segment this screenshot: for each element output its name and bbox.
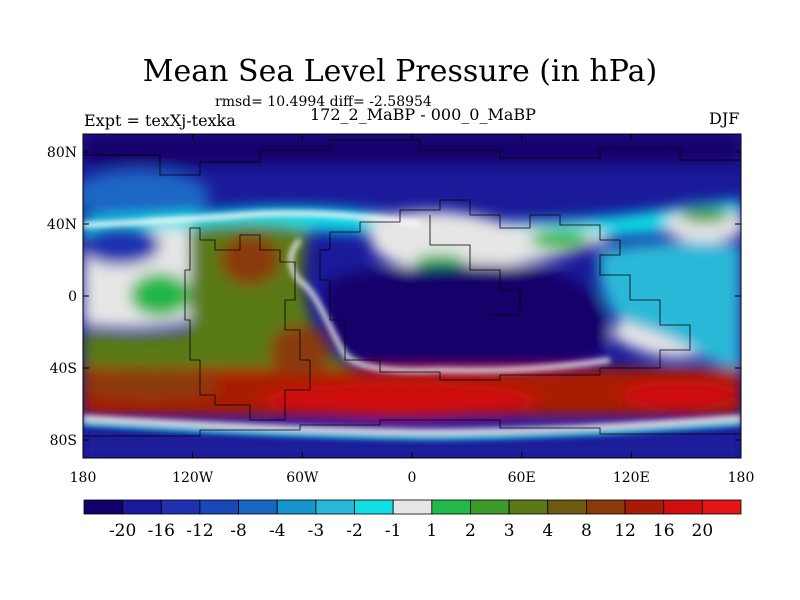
- experiment-label: Expt = texXj-texka: [84, 111, 236, 130]
- colorbar: -20 -16 -12 -8 -4 -3 -2 -1 1 2 3 4 8 12 16 20: [83, 499, 742, 541]
- colorbar-swatch: [122, 499, 162, 515]
- y-tick-label: 80S: [50, 433, 77, 449]
- colorbar-label: -8: [230, 521, 247, 541]
- colorbar-label: 1: [426, 521, 437, 541]
- colorbar-swatch: [238, 499, 278, 515]
- field-south-cyan-line: [83, 422, 741, 441]
- x-tick-label: 180: [728, 470, 755, 486]
- coast-north: [83, 139, 741, 176]
- field-south-white-line: [83, 415, 741, 436]
- y-tick-label: 40N: [47, 217, 77, 233]
- colorbar-swatch: [586, 499, 626, 515]
- colorbar-label: -12: [186, 521, 213, 541]
- y-tick-label: 40S: [50, 361, 77, 377]
- colorbar-label: 20: [692, 521, 714, 541]
- colorbar-swatch: [276, 499, 317, 515]
- field-sharp-lines: [83, 210, 741, 441]
- colorbar-label: 3: [504, 521, 515, 541]
- coast-east-pangea: [319, 199, 691, 381]
- colorbar-label: 16: [653, 521, 675, 541]
- coast-west-pangea: [184, 227, 311, 421]
- colorbar-label: -2: [346, 521, 363, 541]
- season-label: DJF: [709, 109, 740, 128]
- colorbar-label: 4: [542, 521, 553, 541]
- colorbar-label: -3: [308, 521, 325, 541]
- colorbar-swatch: [315, 499, 355, 515]
- x-tick-label: 120E: [613, 470, 650, 486]
- subtitle-label: 172_2_MaBP - 000_0_MaBP: [310, 105, 536, 124]
- colorbar-swatch: [701, 499, 742, 515]
- y-tick-label: 0: [68, 289, 77, 305]
- colorbar-label: 8: [581, 521, 592, 541]
- coast-south: [83, 419, 741, 437]
- axes: 180 120W 60W 0 60E 120E 180 80N 40N 0 40S 80S: [47, 134, 754, 486]
- field-pangea-low: [324, 265, 608, 375]
- field-east-white-2: [610, 320, 700, 359]
- field-east-cyan: [598, 241, 741, 370]
- field-wpanth-green: [130, 273, 190, 317]
- colorbar-label: 12: [614, 521, 636, 541]
- x-tick-label: 120W: [172, 470, 214, 486]
- x-tick-label: 0: [408, 470, 417, 486]
- x-tick-label: 60W: [286, 470, 319, 486]
- x-tick-label: 180: [70, 470, 97, 486]
- colorbar-label: -16: [148, 521, 175, 541]
- colorbar-label: -20: [109, 521, 136, 541]
- field-north-white-line: [83, 210, 421, 228]
- colorbar-swatch: [508, 499, 549, 515]
- colorbar-label: -1: [385, 521, 402, 541]
- field-southern-peak: [260, 382, 540, 418]
- stats-label: rmsd= 10.4994 diff= -2.58954: [215, 94, 432, 110]
- colorbar-swatch: [354, 499, 394, 515]
- field-wpanth-blue: [83, 225, 160, 265]
- colorbar-swatch: [392, 499, 433, 515]
- field-southern-mid: [83, 370, 220, 400]
- y-tick-label: 80N: [47, 145, 77, 161]
- colorbar-swatch: [199, 499, 239, 515]
- colorbar-swatch: [431, 499, 471, 515]
- colorbar-swatch: [663, 499, 703, 515]
- field-atlantic-brown-2: [220, 235, 280, 285]
- colorbar-label: -4: [269, 521, 286, 541]
- colorbar-swatch: [624, 499, 665, 515]
- field-spiral-line: [288, 238, 611, 374]
- field-npac: [83, 170, 210, 220]
- colorbar-swatch: [547, 499, 587, 515]
- coast-inner: [429, 215, 521, 316]
- field-east-green: [680, 207, 730, 223]
- colorbar-label: 2: [465, 521, 476, 541]
- colorbar-swatch: [470, 499, 510, 515]
- field-tethys-green: [530, 230, 590, 250]
- colorbar-swatch: [83, 499, 124, 515]
- field-southern-east: [620, 380, 740, 410]
- coastlines: [83, 139, 741, 437]
- x-tick-label: 60E: [508, 470, 536, 486]
- map-field: [83, 134, 741, 458]
- colorbar-swatch: [160, 499, 201, 515]
- chart-title: Mean Sea Level Pressure (in hPa): [142, 54, 658, 89]
